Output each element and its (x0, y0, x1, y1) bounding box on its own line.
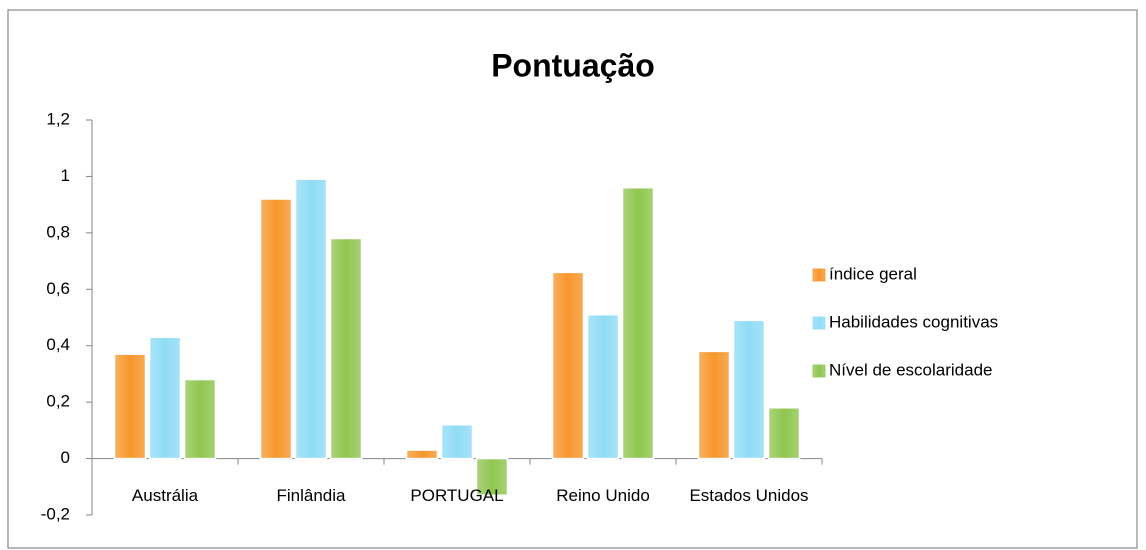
y-tick-label: 1,2 (46, 109, 70, 128)
legend-label: índice geral (829, 264, 917, 283)
legend-label: Habilidades cognitivas (829, 312, 998, 331)
y-tick-label: 0,4 (46, 335, 70, 354)
x-tick-label: Austrália (132, 486, 199, 505)
y-tick-label: 0,8 (46, 222, 70, 241)
bar (475, 457, 509, 497)
y-tick-label: 0,6 (46, 279, 70, 298)
bar (767, 407, 801, 460)
chart-title: Pontuação (491, 47, 655, 83)
bar (732, 319, 766, 460)
x-tick-label: PORTUGAL (410, 486, 503, 505)
bar (113, 353, 147, 460)
x-tick-label: Estados Unidos (689, 486, 808, 505)
y-tick-label: 1 (61, 166, 70, 185)
x-tick-label: Reino Unido (556, 486, 650, 505)
bar (148, 336, 182, 460)
bar (621, 186, 655, 460)
legend-swatch (812, 268, 826, 282)
y-tick-label: 0,2 (46, 392, 70, 411)
legend-swatch (812, 316, 826, 330)
legend-swatch (812, 364, 826, 378)
bar (697, 350, 731, 460)
bar (294, 178, 328, 460)
bar (329, 237, 363, 460)
bar (259, 198, 293, 460)
legend-label: Nível de escolaridade (829, 360, 992, 379)
y-tick-label: 0 (61, 448, 70, 467)
y-tick-label: -0,2 (41, 504, 70, 523)
x-tick-label: Finlândia (277, 486, 347, 505)
bar (183, 378, 217, 460)
bar (405, 449, 439, 460)
bar (440, 423, 474, 460)
bar (586, 313, 620, 460)
bar (551, 271, 585, 460)
